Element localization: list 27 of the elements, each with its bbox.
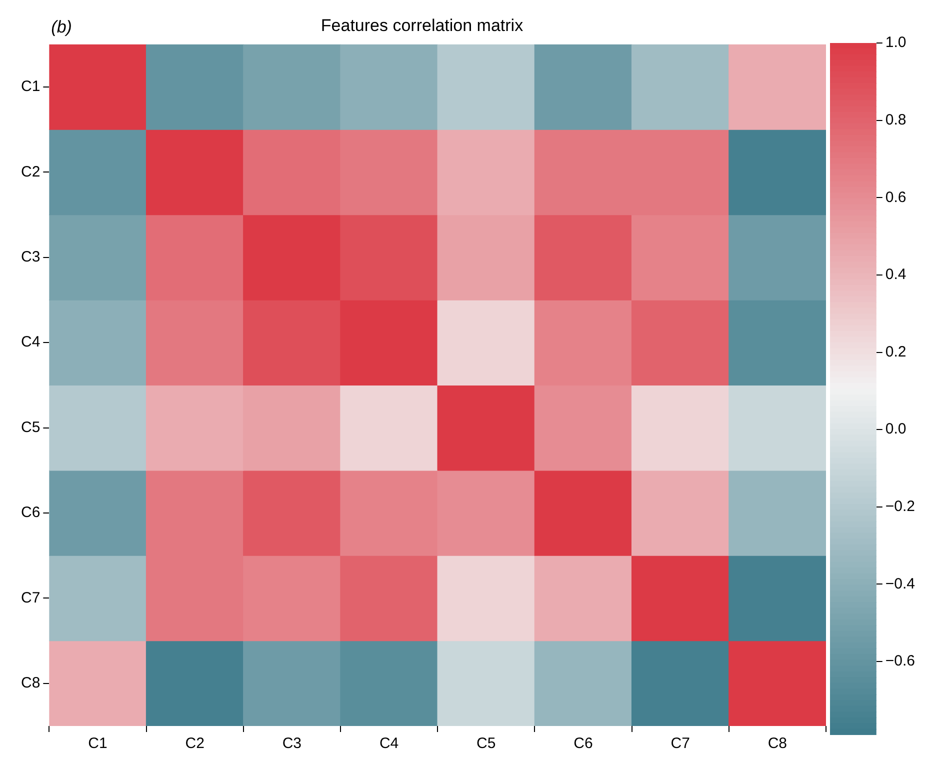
y-tick-label: C5 xyxy=(20,418,40,436)
x-tick-label: C7 xyxy=(670,735,690,752)
y-tick-label: C3 xyxy=(20,248,40,266)
x-tick-label: C6 xyxy=(574,735,593,752)
text: (b) xyxy=(51,18,72,37)
x-tick-label: C8 xyxy=(768,735,788,752)
x-tick-label: C2 xyxy=(185,735,204,752)
y-tick-label: C1 xyxy=(20,78,40,96)
color-bar-label: −0.4 xyxy=(885,575,916,592)
y-tick-label: C6 xyxy=(20,504,40,522)
y-tick-label: C2 xyxy=(20,163,40,180)
y-tick-label: C7 xyxy=(20,589,40,606)
x-tick-label: C1 xyxy=(88,735,108,752)
x-tick-label: C5 xyxy=(476,735,496,752)
color-bar-label: −0.2 xyxy=(885,498,916,516)
color-bar-label: 0.8 xyxy=(885,111,906,128)
chart-title: Features correlation matrix xyxy=(320,16,524,35)
y-tick-label: C4 xyxy=(20,334,40,351)
color-bar-label: 0.4 xyxy=(885,266,906,284)
x-tick-label: C3 xyxy=(282,735,302,752)
color-bar-label: 0.6 xyxy=(885,188,906,206)
x-tick-label: C4 xyxy=(379,735,399,752)
color-bar-label: 0.2 xyxy=(885,343,906,360)
color-bar-label: −0.6 xyxy=(885,652,916,670)
color-bar-label: 0.0 xyxy=(885,420,906,438)
color-bar-label: 1.0 xyxy=(885,34,906,52)
y-tick-label: C8 xyxy=(20,674,40,692)
